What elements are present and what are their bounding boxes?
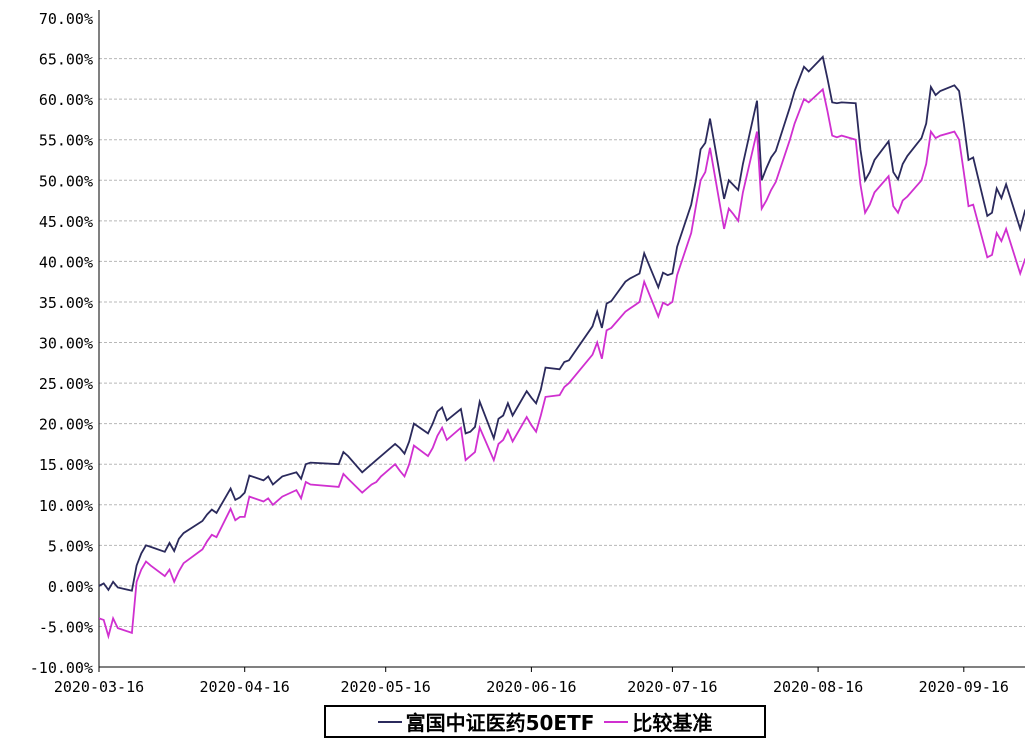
x-tick-label: 2020-08-16: [773, 678, 863, 696]
y-tick-label: 35.00%: [39, 294, 93, 312]
x-tick-label: 2020-09-16: [919, 678, 1009, 696]
x-tick-labels: 2020-03-16 2020-04-16 2020-05-16 2020-06-16…: [54, 678, 1009, 696]
axes: [99, 10, 1025, 672]
y-tick-label: 65.00%: [39, 51, 93, 69]
legend-swatch-fund: [378, 721, 402, 723]
y-tick-label: 30.00%: [39, 335, 93, 353]
x-tick-label: 2020-05-16: [341, 678, 431, 696]
y-tick-label: -5.00%: [39, 618, 93, 636]
y-tick-label: 45.00%: [39, 213, 93, 231]
y-tick-label: 5.00%: [48, 537, 93, 555]
y-tick-label: 10.00%: [39, 497, 93, 515]
legend: 富国中证医药50ETF 比较基准: [324, 705, 766, 738]
y-tick-label: 15.00%: [39, 456, 93, 474]
y-tick-labels: 70.00% 65.00% 60.00% 55.00% 50.00% 45.00% 40.0…: [30, 10, 93, 677]
legend-label-benchmark: 比较基准: [632, 707, 712, 736]
y-tick-label: 25.00%: [39, 375, 93, 393]
y-tick-label: 50.00%: [39, 172, 93, 190]
series-line-fund: [99, 57, 1025, 591]
x-tick-label: 2020-03-16: [54, 678, 144, 696]
y-tick-label: 0.00%: [48, 578, 93, 596]
y-tick-label: 55.00%: [39, 132, 93, 150]
x-tick-label: 2020-07-16: [627, 678, 717, 696]
y-tick-label: 60.00%: [39, 91, 93, 109]
x-tick-label: 2020-04-16: [200, 678, 290, 696]
y-tick-label: 40.00%: [39, 253, 93, 271]
y-tick-label: 20.00%: [39, 416, 93, 434]
x-tick-label: 2020-06-16: [486, 678, 576, 696]
legend-label-fund: 富国中证医药50ETF: [406, 707, 595, 736]
legend-swatch-benchmark: [604, 721, 628, 723]
y-tick-label: -10.00%: [30, 659, 93, 677]
legend-item-fund: 富国中证医药50ETF: [378, 707, 595, 736]
series-lines: [99, 57, 1025, 636]
legend-item-benchmark: 比较基准: [604, 707, 712, 736]
series-line-benchmark: [99, 89, 1025, 636]
y-tick-label: 70.00%: [39, 10, 93, 28]
